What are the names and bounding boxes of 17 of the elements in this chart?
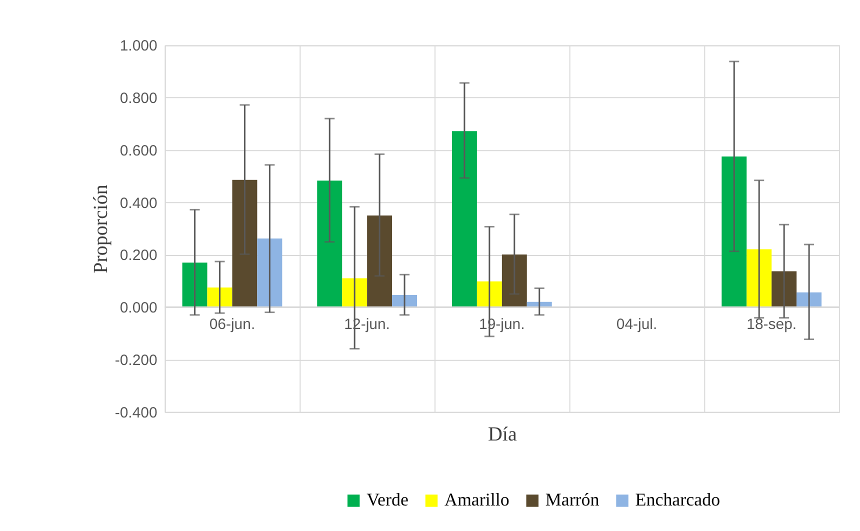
y-tick-label: 0.600 (120, 142, 158, 160)
x-axis-title: Día (488, 423, 517, 446)
legend-label: Verde (366, 490, 408, 510)
y-tick-label: 0.200 (120, 247, 158, 264)
y-tick-label: 0.400 (120, 194, 158, 212)
y-axis-title: Proporción (90, 184, 112, 274)
y-tick-label: 0.800 (120, 90, 158, 108)
x-tick-label: 06-jun. (209, 316, 256, 334)
legend-label: Encharcado (635, 490, 720, 510)
legend-label: Marrón (545, 490, 600, 510)
y-tick-label: 1.000 (120, 38, 158, 55)
x-tick-label: 18-sep. (746, 316, 797, 334)
y-tick-label: -0.400 (114, 404, 158, 422)
y-tick-label: -0.200 (114, 352, 158, 369)
y-tick-label: 0.000 (120, 300, 158, 317)
legend-label: Amarillo (444, 490, 510, 510)
x-tick-label: 04-jul. (616, 316, 658, 334)
